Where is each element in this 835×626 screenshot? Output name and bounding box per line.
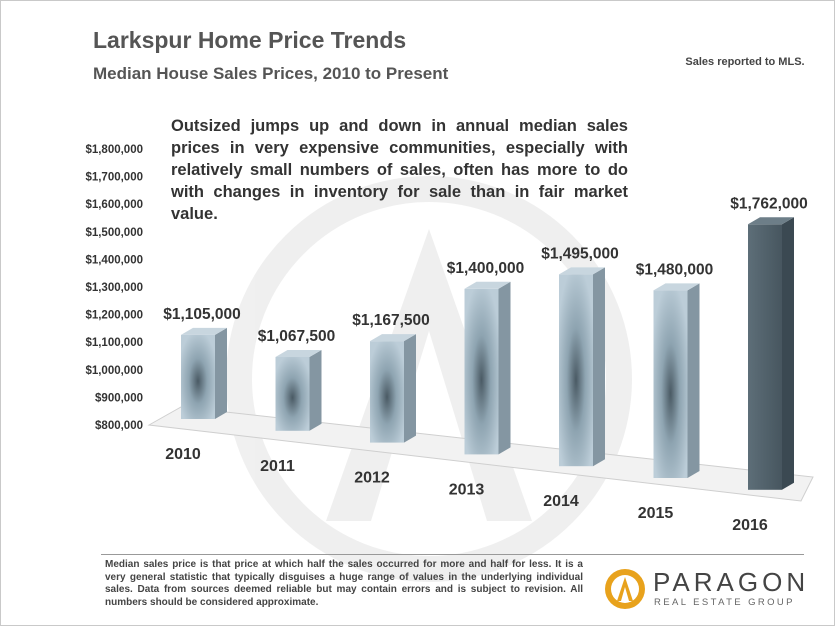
chart-subtitle: Median House Sales Prices, 2010 to Prese…	[93, 64, 449, 83]
bar-top	[559, 267, 605, 275]
bar-front	[181, 334, 215, 419]
y-tick-label: $1,700,000	[85, 172, 143, 184]
y-tick-label: $1,100,000	[85, 337, 143, 349]
footer-disclaimer: Median sales price is that price at whic…	[105, 559, 583, 608]
bar-top	[464, 281, 511, 289]
bar-side	[782, 217, 794, 490]
bar-front	[748, 224, 782, 490]
bar-front	[370, 341, 404, 443]
y-tick-label: $1,800,000	[85, 144, 143, 156]
bar-top	[748, 217, 794, 225]
bar-front	[464, 288, 499, 455]
y-axis: $800,000 $900,000 $1,000,000 $1,100,000 $1,2…	[85, 144, 143, 432]
bar-top	[653, 283, 700, 291]
y-tick-label: $1,600,000	[85, 199, 143, 211]
bar-front	[275, 356, 310, 431]
bar-2012	[370, 334, 416, 443]
footer-divider	[101, 554, 804, 555]
y-tick-label: $1,400,000	[85, 254, 143, 266]
bars: $1,105,000 $1,067,500 $1,167,500 $1,400,000…	[163, 195, 808, 490]
bar-top	[181, 327, 227, 335]
chart-annotation: Outsized jumps up and down in annual med…	[171, 117, 628, 223]
bar-side	[687, 283, 700, 478]
y-tick-label: $1,000,000	[85, 365, 143, 377]
y-tick-label: $800,000	[95, 420, 143, 432]
bar-2010	[181, 327, 227, 419]
x-tick-label: 2011	[260, 458, 295, 475]
x-tick-label: 2014	[543, 493, 579, 510]
bar-2015	[653, 283, 700, 478]
bar-top	[275, 349, 322, 357]
bar-side	[498, 281, 511, 455]
x-tick-label: 2016	[732, 517, 768, 534]
x-axis-labels: 2010 2011 2012 2013 2014 2015 2016	[165, 446, 768, 534]
data-label: $1,762,000	[730, 195, 808, 212]
bar-2011	[275, 349, 322, 431]
bar-top	[370, 334, 416, 342]
bar-2013	[464, 281, 511, 455]
x-tick-label: 2013	[449, 481, 485, 498]
bar-side	[593, 267, 605, 467]
data-label: $1,495,000	[541, 245, 619, 262]
bar-2014	[559, 267, 605, 467]
bar-2016	[748, 217, 794, 490]
data-label: $1,167,500	[352, 312, 430, 329]
paragon-logo: PARAGON REAL ESTATE GROUP	[601, 567, 811, 613]
y-tick-label: $900,000	[95, 392, 143, 404]
bar-front	[653, 290, 688, 478]
data-label: $1,400,000	[447, 260, 525, 277]
y-tick-label: $1,500,000	[85, 227, 143, 239]
data-label: $1,067,500	[258, 328, 336, 345]
chart-title: Larkspur Home Price Trends	[93, 27, 407, 53]
bar-side	[404, 334, 416, 443]
paragon-logo-icon	[605, 569, 645, 609]
x-tick-label: 2015	[638, 505, 674, 522]
bar-front	[559, 274, 593, 467]
bar-side	[309, 349, 322, 431]
sales-note: Sales reported to MLS.	[685, 56, 805, 68]
bar-side	[215, 327, 227, 419]
logo-tagline: REAL ESTATE GROUP	[654, 597, 795, 608]
data-label: $1,480,000	[636, 261, 714, 278]
logo-name: PARAGON	[653, 567, 810, 597]
y-tick-label: $1,300,000	[85, 282, 143, 294]
y-tick-label: $1,200,000	[85, 310, 143, 322]
x-tick-label: 2010	[165, 446, 201, 463]
x-tick-label: 2012	[354, 470, 390, 487]
data-label: $1,105,000	[163, 306, 241, 323]
